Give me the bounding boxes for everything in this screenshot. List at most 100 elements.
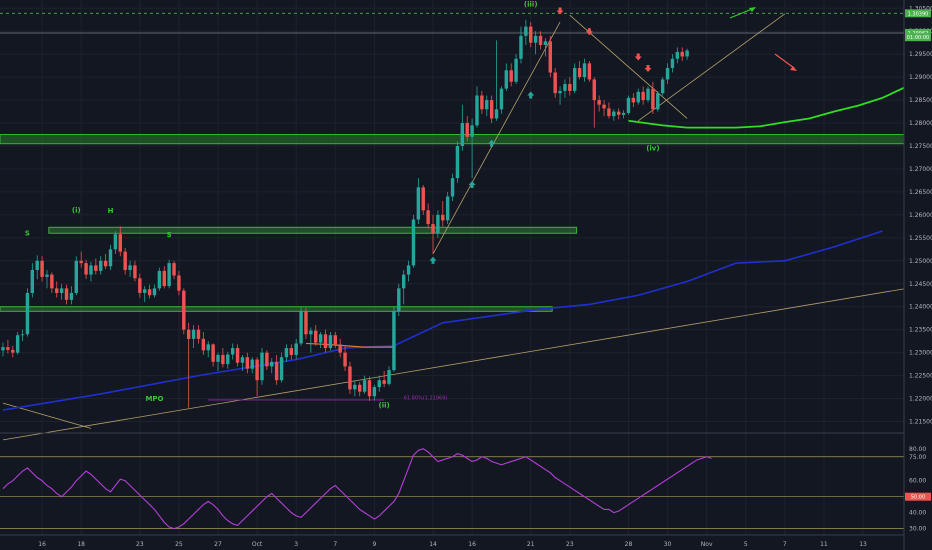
price-zone [0, 306, 553, 312]
candle-body [411, 219, 416, 266]
candle-body [470, 125, 474, 137]
candle-body [343, 352, 347, 367]
candle-body [270, 361, 274, 367]
candle-body [113, 234, 118, 250]
candle-body [406, 265, 411, 275]
candle-body [529, 26, 533, 43]
candle-body [460, 123, 465, 147]
rsi-pane [0, 448, 904, 530]
candle-body [304, 311, 308, 335]
candle-body [543, 41, 548, 45]
horizontal-levels [0, 12, 904, 34]
candle-body [377, 380, 381, 388]
candle-body [568, 84, 572, 91]
candle-body [186, 329, 191, 339]
short-moving-average [305, 342, 394, 348]
candle-body [255, 359, 259, 381]
candle-body [485, 100, 489, 110]
candle-body [338, 344, 342, 353]
candle-body [25, 292, 30, 335]
candle-body [401, 274, 406, 289]
candle-body [226, 354, 230, 365]
candle-body [587, 63, 592, 80]
candle-body [15, 335, 20, 353]
candle-body [514, 58, 518, 82]
candle-body [465, 123, 469, 137]
price-label-box [905, 28, 931, 37]
price-tick-label: 1.23000 [909, 350, 932, 357]
time-tick-label: 13 [859, 541, 867, 548]
candle-body [6, 347, 10, 350]
candle-body [680, 51, 684, 57]
candle-body [509, 70, 513, 82]
rsi-level-label-box [905, 492, 931, 501]
candle-body [445, 196, 450, 221]
candle-body [118, 234, 122, 252]
wave-label: MPO [145, 395, 163, 403]
candle-body [382, 380, 386, 384]
candle-body [284, 348, 289, 358]
candle-body [142, 289, 147, 293]
candle-body [89, 265, 93, 275]
candle-body [1, 347, 5, 351]
candle-body [616, 111, 621, 115]
time-tick-label: 11 [820, 541, 828, 548]
candlestick-series [1, 19, 689, 408]
candle-body [504, 70, 509, 89]
candle-body [397, 288, 401, 312]
rsi-tick-label: 75.00 [909, 454, 926, 461]
wave-label: H [108, 207, 114, 215]
candle-body [553, 72, 557, 94]
signal-markers [429, 7, 652, 264]
candle-body [99, 260, 103, 271]
candle-body [656, 93, 660, 110]
wave-label: (iv) [646, 145, 659, 153]
candle-body [230, 348, 235, 355]
time-tick-label: 18 [77, 541, 85, 548]
candle-body [274, 361, 279, 381]
sell-arrow-marker [634, 53, 642, 61]
price-tick-label: 1.27000 [909, 166, 932, 173]
time-tick-label: 28 [625, 541, 633, 548]
candle-body [651, 88, 655, 110]
candle-body [240, 357, 245, 363]
candle-body [499, 88, 504, 110]
candle-body [147, 289, 152, 296]
candle-body [646, 88, 650, 101]
candle-body [94, 265, 98, 271]
impulse-diagonal-line [432, 21, 561, 255]
candle-body [11, 349, 15, 353]
rising-trendline [2, 287, 908, 441]
buy-arrow-marker [429, 256, 437, 264]
rsi-level-label: 50.00 [911, 495, 925, 501]
candle-body [660, 79, 665, 94]
candle-body [40, 260, 44, 277]
time-tick-label: 16 [38, 541, 46, 548]
candle-body [79, 260, 83, 264]
price-zone [48, 226, 578, 234]
price-label-box [905, 9, 931, 18]
candle-body [318, 334, 323, 343]
candle-body [123, 251, 127, 270]
candle-body [299, 311, 303, 344]
candle-body [265, 352, 269, 367]
time-tick-label: 14 [429, 541, 437, 548]
candle-body [685, 50, 689, 57]
rsi-tick-label: 40.00 [909, 510, 926, 517]
time-tick-label: Oct [252, 541, 263, 548]
price-tick-label: 1.26000 [909, 212, 932, 219]
candle-body [494, 109, 499, 119]
candle-body [353, 384, 357, 390]
candle-body [548, 41, 552, 73]
candle-body [426, 210, 430, 225]
candle-body [314, 330, 318, 343]
candle-body [538, 35, 543, 45]
candle-body [675, 51, 680, 59]
candle-body [250, 359, 254, 369]
buy-arrow-marker [468, 181, 476, 189]
candle-body [206, 344, 210, 351]
candle-body [626, 97, 631, 113]
candle-body [333, 335, 337, 345]
wave-annotations: (iii) (iv) (ii) (i) H S S MPO 61.80%(1.21969) [25, 0, 660, 409]
